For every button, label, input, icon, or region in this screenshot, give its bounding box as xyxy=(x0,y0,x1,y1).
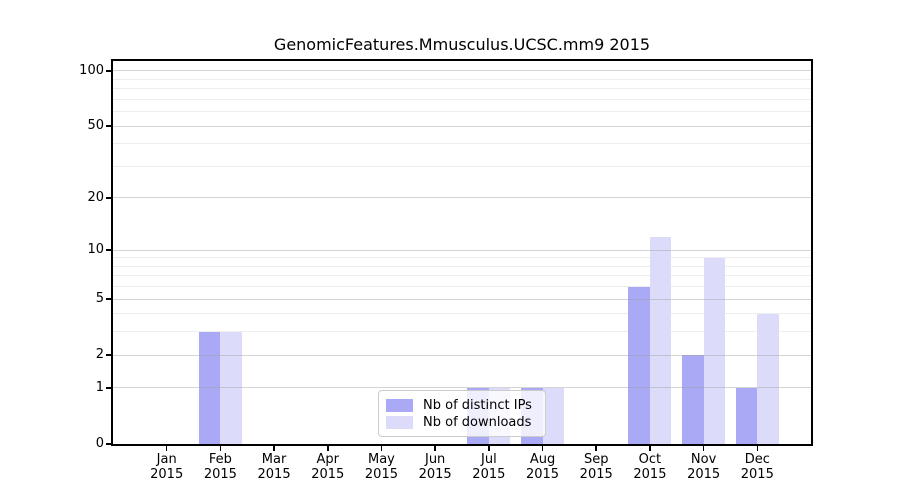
x-tick-label-jul: Jul 2015 xyxy=(472,452,506,482)
x-tick-mark xyxy=(702,446,705,451)
x-tick-label-aug: Aug 2015 xyxy=(525,452,560,482)
minor-gridline xyxy=(113,98,811,100)
bar-nov-distinct-ips xyxy=(682,355,704,444)
minor-gridline xyxy=(113,275,811,277)
bar-dec-distinct-ips xyxy=(735,387,758,444)
x-tick-mark xyxy=(380,446,383,451)
major-gridline xyxy=(113,197,811,199)
y-tick-label: 1 xyxy=(95,379,104,395)
x-tick-label-sep: Sep 2015 xyxy=(579,452,613,482)
minor-gridline xyxy=(113,88,811,90)
y-tick-mark xyxy=(106,70,113,72)
x-tick-label-feb: Feb 2015 xyxy=(203,452,237,482)
x-tick-label-dec: Dec 2015 xyxy=(740,452,774,482)
x-tick-mark xyxy=(273,446,275,451)
legend-item-distinct-ips: Nb of distinct IPs xyxy=(386,397,537,414)
y-tick-label: 2 xyxy=(95,347,104,363)
legend: Nb of distinct IPs Nb of downloads xyxy=(378,390,546,437)
y-tick-label: 10 xyxy=(87,242,104,258)
y-tick-mark xyxy=(106,354,113,356)
minor-gridline xyxy=(113,313,811,315)
y-tick-mark xyxy=(106,249,113,251)
x-tick-mark xyxy=(595,446,597,451)
chart-title: GenomicFeatures.Mmusculus.UCSC.mm9 2015 xyxy=(273,35,651,54)
minor-gridlines-layer xyxy=(113,61,811,444)
bar-oct-distinct-ips xyxy=(628,286,650,444)
bar-feb-downloads xyxy=(220,331,242,444)
x-tick-label-mar: Mar 2015 xyxy=(257,452,291,482)
minor-gridline xyxy=(113,286,811,288)
plot-area xyxy=(111,59,813,446)
legend-label-downloads: Nb of downloads xyxy=(423,415,532,430)
y-tick-mark xyxy=(106,298,113,300)
y-tick-label: 5 xyxy=(95,291,104,307)
bar-dec-downloads xyxy=(757,313,779,444)
legend-label-distinct-ips: Nb of distinct IPs xyxy=(423,398,532,413)
x-tick-mark xyxy=(756,446,759,451)
major-gridline xyxy=(113,125,811,127)
minor-gridline xyxy=(113,257,811,259)
x-tick-mark xyxy=(165,446,168,451)
x-tick-label-apr: Apr 2015 xyxy=(311,452,345,482)
x-tick-mark xyxy=(649,446,651,451)
y-tick-mark xyxy=(106,387,113,389)
x-tick-mark xyxy=(219,446,222,451)
y-tick-label: 100 xyxy=(79,62,104,78)
major-gridline xyxy=(113,70,811,72)
y-tick-label: 50 xyxy=(87,118,104,134)
x-tick-label-may: May 2015 xyxy=(364,452,398,482)
y-tick-mark xyxy=(106,197,113,199)
minor-gridline xyxy=(113,78,811,80)
y-tick-label: 20 xyxy=(87,189,104,205)
legend-swatch-downloads xyxy=(386,416,413,429)
x-tick-mark xyxy=(327,446,329,451)
major-gridline xyxy=(113,354,811,356)
major-gridline xyxy=(113,387,811,389)
bar-nov-downloads xyxy=(703,257,726,444)
x-tick-mark xyxy=(541,446,544,451)
bar-feb-distinct-ips xyxy=(198,331,221,444)
minor-gridline xyxy=(113,165,811,167)
major-gridline xyxy=(113,298,811,300)
x-tick-label-oct: Oct 2015 xyxy=(633,452,667,482)
x-tick-mark xyxy=(488,446,490,451)
major-gridlines-layer xyxy=(113,61,811,444)
legend-item-downloads: Nb of downloads xyxy=(386,414,537,431)
minor-gridline xyxy=(113,143,811,145)
bar-oct-downloads xyxy=(649,236,672,444)
minor-gridline xyxy=(113,265,811,267)
minor-gridline xyxy=(113,111,811,113)
y-tick-mark xyxy=(106,443,113,445)
x-tick-label-nov: Nov 2015 xyxy=(687,452,721,482)
legend-swatch-distinct-ips xyxy=(386,399,413,412)
x-tick-label-jan: Jan 2015 xyxy=(150,452,184,482)
y-tick-label: 0 xyxy=(95,436,104,451)
major-gridline xyxy=(113,249,811,251)
bar-aug-downloads xyxy=(542,387,564,444)
minor-gridline xyxy=(113,331,811,333)
x-tick-mark xyxy=(434,446,436,451)
x-tick-label-jun: Jun 2015 xyxy=(418,452,452,482)
y-tick-mark xyxy=(106,125,113,127)
